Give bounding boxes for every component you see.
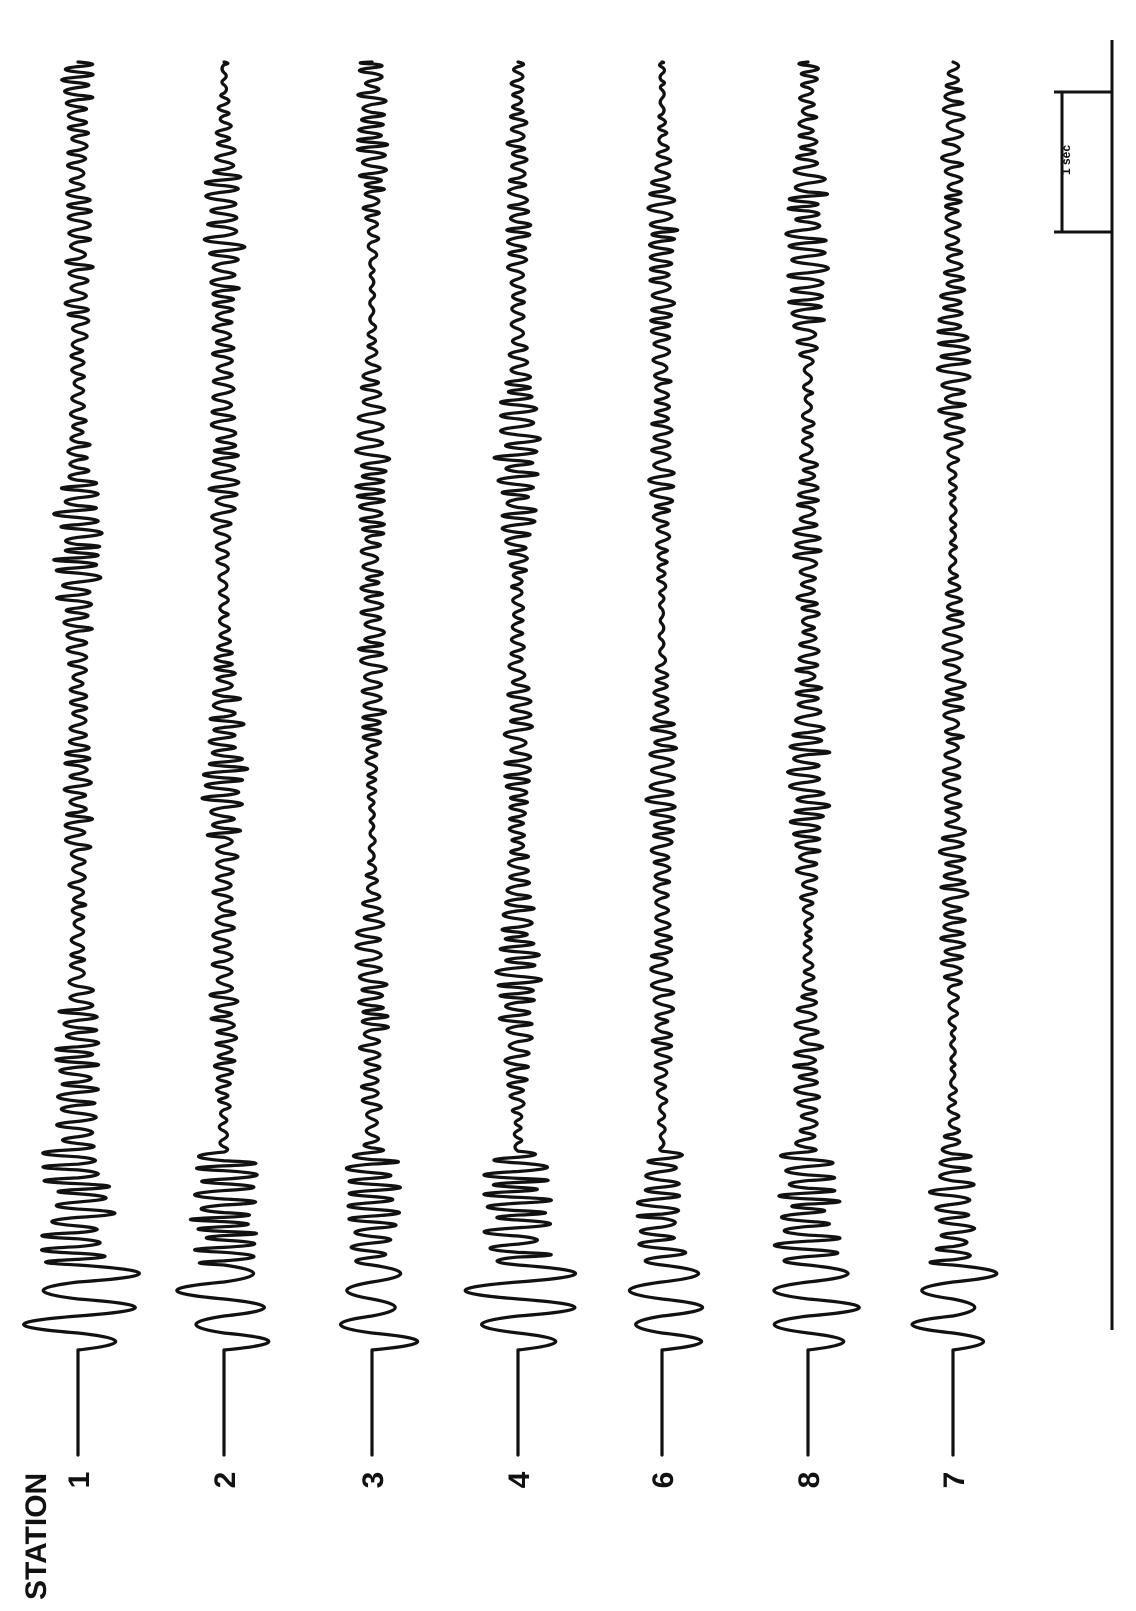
station-label-8: 8 — [793, 1472, 826, 1489]
station-label-2: 2 — [209, 1472, 242, 1489]
station-label-1: 1 — [63, 1472, 96, 1489]
station-trace-3 — [338, 60, 420, 1457]
station-label-7: 7 — [938, 1472, 971, 1489]
station-trace-6 — [627, 60, 704, 1457]
station-trace-4 — [463, 60, 577, 1457]
trace-group — [22, 60, 999, 1457]
scale-bar-label: 1 sec — [1059, 145, 1073, 175]
station-label-group: 1 2 3 4 6 8 7 — [63, 1471, 971, 1488]
station-label-6: 6 — [647, 1472, 680, 1489]
station-trace-2 — [175, 60, 271, 1457]
station-trace-7 — [910, 60, 999, 1457]
station-heading: STATION — [20, 1473, 53, 1600]
station-label-3: 3 — [357, 1472, 390, 1489]
scale-bar: 1 sec — [1054, 90, 1112, 234]
station-label-4: 4 — [503, 1471, 536, 1488]
station-trace-1 — [22, 60, 142, 1457]
station-trace-8 — [772, 60, 861, 1457]
